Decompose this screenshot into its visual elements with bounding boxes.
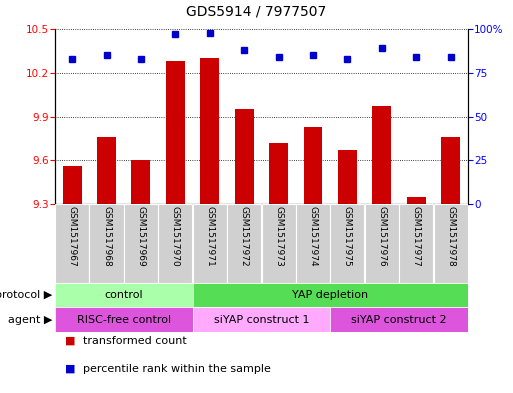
Text: GSM1517969: GSM1517969 (136, 206, 145, 267)
Bar (235, 109, 253, 204)
Text: GSM1517975: GSM1517975 (343, 206, 352, 267)
Bar (304, 127, 323, 204)
Text: GSM1517968: GSM1517968 (102, 206, 111, 267)
Bar (365, 204, 399, 283)
Text: GDS5914 / 7977507: GDS5914 / 7977507 (186, 4, 327, 18)
Text: GSM1517978: GSM1517978 (446, 206, 455, 267)
Bar (407, 196, 426, 204)
Bar (433, 204, 468, 283)
Text: transformed count: transformed count (83, 336, 187, 346)
Bar (441, 137, 460, 204)
Text: RISC-free control: RISC-free control (76, 315, 171, 325)
Bar (372, 107, 391, 204)
Bar (330, 307, 468, 332)
Text: ■: ■ (65, 336, 75, 346)
Text: YAP depletion: YAP depletion (292, 290, 368, 300)
Text: GSM1517972: GSM1517972 (240, 206, 249, 267)
Bar (63, 166, 82, 204)
Bar (330, 204, 364, 283)
Text: GSM1517974: GSM1517974 (308, 206, 318, 267)
Bar (227, 204, 261, 283)
Text: agent ▶: agent ▶ (8, 315, 52, 325)
Text: GSM1517976: GSM1517976 (378, 206, 386, 267)
Text: GSM1517973: GSM1517973 (274, 206, 283, 267)
Text: ■: ■ (65, 364, 75, 373)
Text: percentile rank within the sample: percentile rank within the sample (83, 364, 271, 373)
Bar (296, 204, 330, 283)
Bar (159, 204, 192, 283)
Bar (338, 150, 357, 204)
Bar (192, 307, 330, 332)
Text: protocol ▶: protocol ▶ (0, 290, 52, 300)
Text: GSM1517967: GSM1517967 (68, 206, 76, 267)
Text: GSM1517970: GSM1517970 (171, 206, 180, 267)
Bar (124, 204, 158, 283)
Bar (262, 204, 295, 283)
Bar (192, 283, 468, 307)
Bar (131, 160, 150, 204)
Text: siYAP construct 2: siYAP construct 2 (351, 315, 447, 325)
Bar (89, 204, 124, 283)
Text: GSM1517971: GSM1517971 (205, 206, 214, 267)
Bar (269, 143, 288, 204)
Bar (200, 58, 219, 204)
Text: GSM1517977: GSM1517977 (412, 206, 421, 267)
Bar (166, 61, 185, 204)
Text: siYAP construct 1: siYAP construct 1 (213, 315, 309, 325)
Bar (55, 307, 192, 332)
Bar (55, 204, 89, 283)
Bar (97, 137, 116, 204)
Bar (193, 204, 227, 283)
Bar (399, 204, 433, 283)
Bar (55, 283, 192, 307)
Text: control: control (105, 290, 143, 300)
